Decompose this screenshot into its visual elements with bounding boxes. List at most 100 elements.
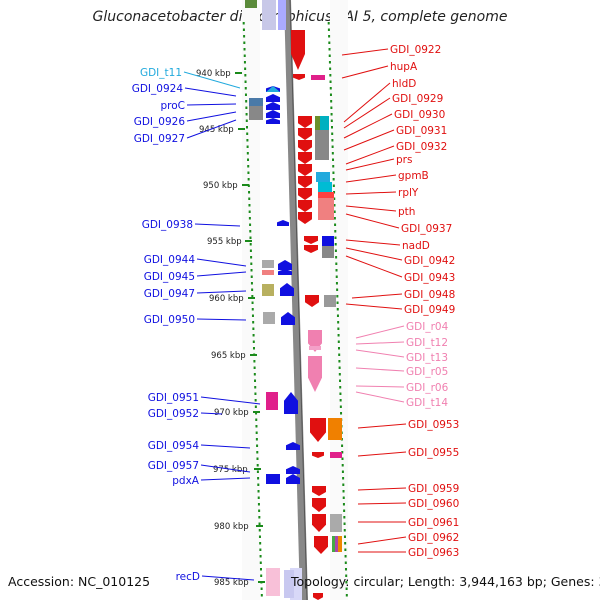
- tick-dot: [343, 509, 346, 512]
- label-leader-line: [186, 111, 237, 122]
- tick-dot: [246, 145, 249, 148]
- gene-GDI_0954: [286, 442, 300, 450]
- tick-dot: [249, 243, 252, 246]
- label-leader-line: [341, 48, 389, 56]
- tick-dot: [329, 93, 332, 96]
- gene-label-prs: prs: [396, 154, 412, 166]
- tick-dot: [248, 210, 251, 213]
- tick-dot: [329, 67, 332, 70]
- tick-dot: [330, 126, 333, 129]
- topology-text: Topology: circular; Length: 3,944,163 bp…: [291, 574, 600, 589]
- tick-dot: [256, 470, 259, 473]
- gene-pdxA: [286, 474, 300, 484]
- tick-dot: [259, 568, 262, 571]
- feature-block: [316, 172, 330, 182]
- tick-dot: [246, 139, 249, 142]
- tick-dot: [336, 288, 339, 291]
- tick-dot: [253, 366, 256, 369]
- feature-block: [249, 106, 263, 120]
- gene-label-GDI_0959: GDI_0959: [408, 483, 459, 495]
- feature-block: [262, 270, 274, 275]
- tick-dot: [243, 35, 246, 38]
- tick-dot: [251, 314, 254, 317]
- tick-dot: [342, 496, 345, 499]
- gene-GDI_r05: [308, 356, 322, 392]
- tick-dot: [330, 100, 333, 103]
- tick-dot: [327, 28, 330, 31]
- tick-dot: [339, 386, 342, 389]
- tick-dot: [245, 126, 248, 129]
- tick-dot: [344, 548, 347, 551]
- tick-dot: [251, 288, 254, 291]
- label-leader-line: [341, 65, 389, 79]
- kbp-label: 950 kbp: [203, 181, 238, 191]
- accession-text: Accession: NC_010125: [8, 574, 151, 589]
- tick-dot: [341, 470, 344, 473]
- tick-dot: [247, 171, 250, 174]
- tick-dot: [255, 431, 258, 434]
- kbp-label: 980 kbp: [214, 522, 249, 532]
- tick-dot: [342, 503, 345, 506]
- gene-label-GDI_0955: GDI_0955: [408, 447, 459, 459]
- reverse-gene-arrow: [304, 245, 318, 253]
- tick-dot: [329, 87, 332, 90]
- feature-block: [322, 246, 334, 258]
- tick-dot: [243, 41, 246, 44]
- reverse-gene-arrow: [298, 176, 312, 188]
- reverse-gene-arrow: [298, 188, 312, 200]
- tick-dot: [329, 74, 332, 77]
- gene-label-GDI_0944: GDI_0944: [144, 254, 196, 266]
- label-leader-line: [355, 349, 405, 358]
- feature-block: [330, 452, 342, 458]
- feature-block: [318, 192, 334, 220]
- reverse-gene-arrow: [313, 593, 323, 600]
- tick-dot: [335, 256, 338, 259]
- gene-label-GDI_0942: GDI_0942: [404, 255, 455, 267]
- tick-dot: [259, 561, 262, 564]
- feature-block: [318, 192, 334, 198]
- tick-dot: [333, 217, 336, 220]
- feature-block: [262, 0, 276, 30]
- tick-dot: [243, 48, 246, 51]
- tick-dot: [248, 197, 251, 200]
- kbp-label: 940 kbp: [196, 69, 231, 79]
- tick-dot: [250, 275, 253, 278]
- gene-label-GDI_r06: GDI_r06: [406, 382, 449, 394]
- feature-block: [335, 536, 338, 552]
- tick-dot: [259, 548, 262, 551]
- tick-dot: [331, 145, 334, 148]
- gene-label-GDI_0952: GDI_0952: [148, 408, 199, 420]
- label-leader-line: [343, 97, 391, 129]
- feature-block: [322, 236, 334, 246]
- label-leader-line: [355, 391, 405, 403]
- tick-dot: [343, 529, 346, 532]
- gene-GDI_0959: [312, 486, 326, 496]
- gene-GDI_0927: [266, 118, 280, 124]
- feature-block: [278, 0, 286, 30]
- tick-dot: [245, 119, 248, 122]
- feature-block: [263, 312, 275, 324]
- feature-block: [245, 0, 257, 8]
- tick-dot: [252, 340, 255, 343]
- tick-dot: [247, 178, 250, 181]
- reverse-gene-arrow: [298, 152, 312, 164]
- gene-label-GDI_t12: GDI_t12: [406, 337, 448, 349]
- tick-dot: [342, 490, 345, 493]
- tick-dot: [343, 522, 346, 525]
- reverse-gene-arrow: [304, 236, 318, 244]
- tick-dot: [334, 249, 337, 252]
- tick-dot: [256, 451, 259, 454]
- tick-dot: [250, 269, 253, 272]
- kbp-label: 955 kbp: [207, 237, 242, 247]
- label-leader-line: [200, 396, 261, 405]
- tick-dot: [256, 457, 259, 460]
- reverse-gene-arrow: [298, 116, 312, 128]
- reverse-gene-arrow: [298, 128, 312, 140]
- gene-hupA: [293, 74, 305, 80]
- genome-backbone: [284, 0, 308, 600]
- kbp-label: 960 kbp: [209, 294, 244, 304]
- tick-dot: [257, 490, 260, 493]
- gene-label-proC: proC: [160, 100, 185, 112]
- gene-label-GDI_0930: GDI_0930: [394, 109, 445, 121]
